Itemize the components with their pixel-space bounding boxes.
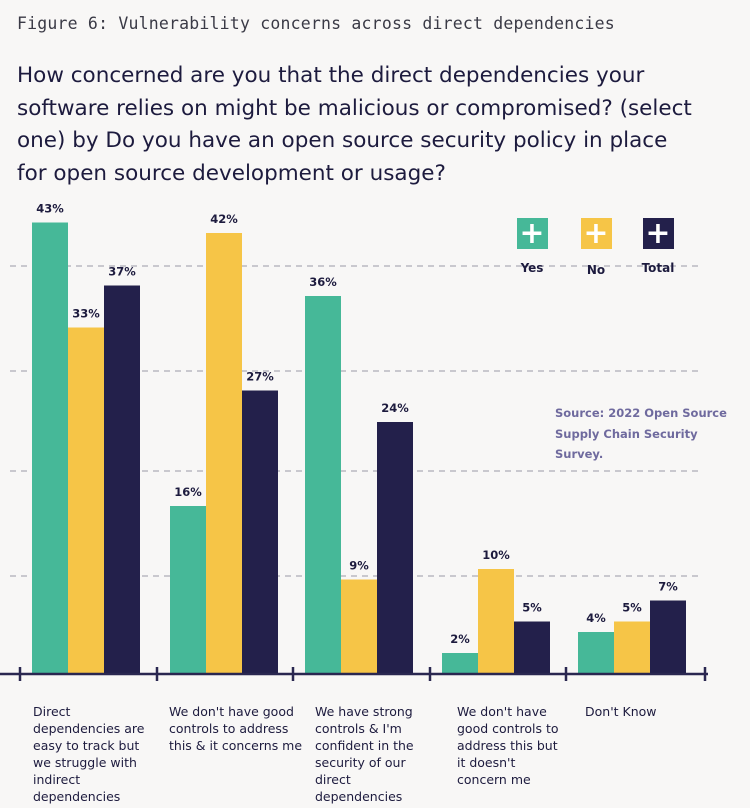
data-label: 7%: [658, 580, 678, 594]
data-label: 2%: [450, 632, 470, 646]
bar-yes: [578, 632, 614, 674]
legend-item-total: + Total: [628, 218, 688, 275]
chart-title: How concerned are you that the direct de…: [17, 63, 692, 186]
bar-total: [242, 390, 278, 674]
bar-total: [377, 422, 413, 674]
bar-yes: [170, 506, 206, 674]
category-label: Direct dependencies are easy to track bu…: [33, 704, 145, 804]
data-label: 16%: [174, 485, 202, 499]
bar-no: [206, 233, 242, 674]
legend-label: No: [586, 263, 606, 277]
bar-yes: [32, 222, 68, 674]
bar-no: [478, 569, 514, 674]
data-label: 36%: [309, 275, 337, 289]
bar-no: [614, 621, 650, 674]
legend-label: Yes: [520, 261, 544, 275]
category-label: Don't Know: [585, 704, 657, 719]
bar-total: [650, 600, 686, 674]
plus-icon: +: [516, 218, 548, 249]
data-label: 42%: [210, 212, 238, 226]
data-label: 4%: [586, 611, 606, 625]
bar-total: [514, 621, 550, 674]
bar-total: [104, 285, 140, 674]
data-label: 24%: [381, 401, 409, 415]
data-label: 10%: [482, 548, 510, 562]
data-label: 33%: [72, 307, 100, 321]
data-label: 5%: [522, 601, 542, 615]
bar-no: [68, 327, 104, 674]
plus-icon: +: [642, 218, 674, 249]
figure-label: Figure 6: Vulnerability concerns across …: [17, 14, 615, 33]
category-label: We have strong controls & I'm confident …: [315, 704, 414, 804]
bar-yes: [442, 653, 478, 674]
data-label: 43%: [36, 202, 64, 216]
data-label: 5%: [622, 601, 642, 615]
data-label: 27%: [246, 370, 274, 384]
data-label: 37%: [108, 265, 136, 279]
bar-no: [341, 579, 377, 674]
legend-label: Total: [641, 261, 675, 275]
category-label: We don't have good controls to address t…: [169, 704, 303, 753]
category-label: We don't have good controls to address t…: [457, 704, 559, 787]
plus-icon: +: [580, 218, 612, 249]
legend-item-no: + No: [566, 218, 626, 277]
source-note: Source: 2022 Open Source Supply Chain Se…: [555, 406, 727, 461]
data-label: 9%: [349, 559, 369, 573]
bar-yes: [305, 296, 341, 674]
legend-item-yes: + Yes: [502, 218, 562, 275]
